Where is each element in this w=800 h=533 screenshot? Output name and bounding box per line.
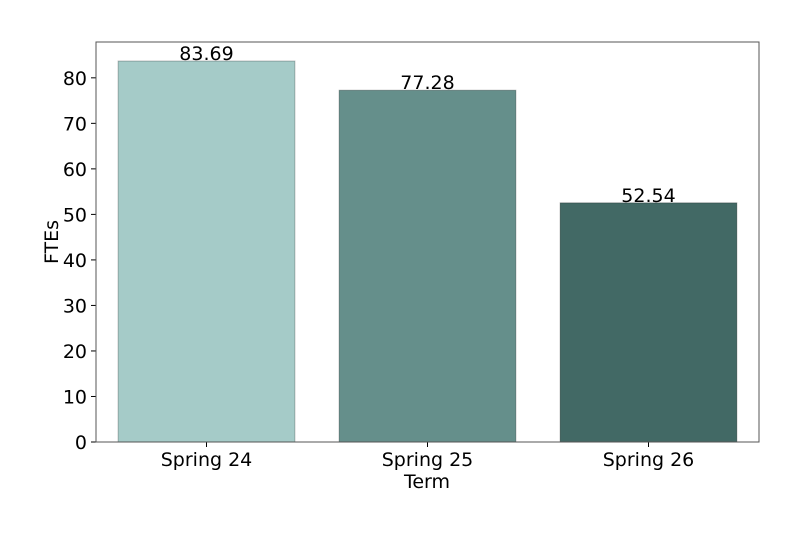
y-tick-label: 20 [63, 341, 87, 363]
value-label: 52.54 [621, 185, 675, 207]
y-tick-label: 40 [63, 250, 87, 272]
x-tick-label: Spring 26 [603, 449, 695, 471]
y-tick-label: 50 [63, 204, 87, 226]
y-tick-label: 30 [63, 295, 87, 317]
y-axis-label: FTEs [41, 220, 63, 264]
value-label: 77.28 [400, 72, 454, 94]
bar [117, 60, 296, 443]
plot-frame [95, 41, 760, 443]
y-tick-label: 10 [63, 386, 87, 408]
value-label: 83.69 [179, 43, 233, 65]
y-tick-label: 0 [75, 432, 87, 454]
bar [338, 89, 517, 443]
x-tick-label: Spring 24 [161, 449, 253, 471]
y-tick-label: 60 [63, 159, 87, 181]
y-tick-label: 80 [63, 68, 87, 90]
bar [559, 202, 738, 443]
y-tick-label: 70 [63, 113, 87, 135]
x-axis-label: Term [403, 471, 450, 493]
x-tick-label: Spring 25 [382, 449, 474, 471]
